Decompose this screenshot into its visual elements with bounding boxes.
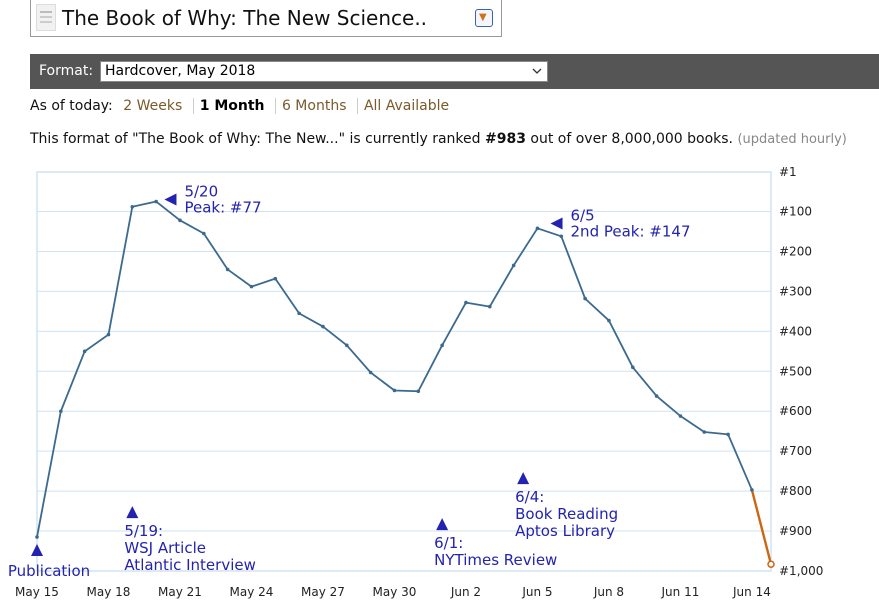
annotation-arrow-icon [436, 518, 449, 531]
y-tick-label: #200 [779, 244, 812, 258]
y-tick-label: #800 [779, 484, 812, 498]
data-point [202, 231, 206, 236]
format-select[interactable]: Hardcover, May 2018 [100, 61, 548, 82]
y-tick-label: #100 [779, 205, 812, 219]
x-tick-label: Jun 11 [661, 585, 700, 599]
annotation-label: NYTimes Review [434, 551, 557, 569]
y-tick-label: #300 [779, 284, 812, 298]
annotation-label: 5/20 [184, 183, 218, 201]
y-tick-label: #400 [779, 324, 812, 338]
annotation-label: Aptos Library [515, 522, 615, 540]
data-point [464, 300, 468, 305]
data-point [35, 535, 39, 539]
data-point [511, 263, 516, 268]
book-cover-icon [36, 4, 56, 31]
title-dropdown-button[interactable]: ▼ [475, 9, 493, 27]
annotation-arrow-icon [517, 472, 530, 485]
data-point [106, 332, 111, 337]
y-tick-label: #600 [779, 404, 812, 418]
period-option-6-months[interactable]: 6 Months [274, 98, 353, 114]
period-selector: As of today: 2 Weeks 1 Month 6 Months Al… [30, 98, 455, 114]
data-point [654, 394, 659, 398]
annotation-arrow-icon [550, 217, 563, 230]
period-option-2-weeks[interactable]: 2 Weeks [123, 98, 183, 114]
format-selected-value: Hardcover, May 2018 [105, 63, 256, 79]
format-bar: Format: Hardcover, May 2018 [30, 54, 879, 89]
data-point [678, 414, 683, 418]
book-title: The Book of Why: The New Science.. [62, 6, 428, 30]
format-label: Format: [39, 63, 94, 79]
annotation-label: 6/4: [515, 488, 544, 506]
x-tick-label: Jun 2 [450, 585, 481, 599]
period-option-1-month[interactable]: 1 Month [192, 98, 271, 114]
data-point [178, 218, 182, 223]
select-chevron-icon [532, 68, 542, 74]
data-point [273, 276, 278, 281]
data-point [249, 284, 254, 289]
annotation-arrow-icon [126, 506, 139, 519]
data-point [559, 234, 564, 239]
current-rank-point [767, 560, 775, 568]
data-point [392, 388, 397, 393]
book-title-selector[interactable]: The Book of Why: The New Science.. ▼ [30, 0, 502, 37]
data-point [583, 296, 587, 301]
data-point [225, 267, 230, 272]
annotation-arrow-icon [164, 193, 177, 206]
x-tick-label: May 15 [15, 585, 59, 599]
x-tick-label: May 30 [373, 585, 417, 599]
annotation-label: 6/5 [571, 207, 595, 225]
update-note: (updated hourly) [737, 132, 847, 147]
data-point [607, 318, 611, 323]
x-tick-label: May 24 [230, 585, 274, 599]
data-point [321, 324, 325, 329]
period-label: As of today: [30, 98, 113, 114]
x-tick-label: May 27 [301, 585, 345, 599]
data-point [487, 304, 492, 309]
data-point [440, 343, 444, 348]
data-point [368, 370, 373, 375]
period-option-all-available[interactable]: All Available [356, 98, 455, 114]
data-point [630, 365, 635, 370]
x-tick-label: May 21 [158, 585, 202, 599]
y-tick-label: #500 [779, 364, 812, 378]
data-point [726, 432, 730, 437]
rank-line-recent [750, 489, 773, 565]
data-point [59, 409, 63, 414]
annotation-label: Book Reading [515, 505, 618, 523]
data-point [535, 226, 540, 231]
annotation-label: 6/1: [434, 534, 463, 552]
current-rank: #983 [485, 131, 526, 147]
x-tick-label: May 18 [87, 585, 131, 599]
x-tick-label: Jun 14 [732, 585, 771, 599]
annotation-label: WSJ Article [124, 539, 206, 557]
annotation-label: Atlantic Interview [124, 556, 256, 574]
rank-summary: This format of "The Book of Why: The New… [30, 131, 847, 147]
annotation-label: Peak: #77 [184, 199, 261, 217]
x-tick-label: Jun 5 [521, 585, 552, 599]
annotation-label: 2nd Peak: #147 [571, 223, 691, 241]
rank-suffix: out of over 8,000,000 books. [530, 131, 733, 147]
annotation-label: Publication [8, 562, 90, 580]
chevron-down-icon: ▼ [479, 12, 487, 23]
x-tick-label: Jun 8 [593, 585, 624, 599]
rank-prefix: This format of "The Book of Why: The New… [30, 131, 481, 147]
data-point [702, 430, 707, 434]
annotation-label: 5/19: [124, 522, 163, 540]
data-point [154, 199, 158, 204]
y-tick-label: #1,000 [779, 564, 823, 578]
y-tick-label: #900 [779, 524, 812, 538]
data-point [130, 204, 135, 209]
data-point [82, 349, 87, 354]
data-point [416, 389, 421, 394]
data-point [750, 488, 754, 492]
annotation-arrow-icon [31, 544, 43, 557]
data-point [297, 311, 301, 316]
y-tick-label: #1 [779, 165, 797, 179]
y-tick-label: #700 [779, 444, 812, 458]
data-point [345, 343, 349, 348]
